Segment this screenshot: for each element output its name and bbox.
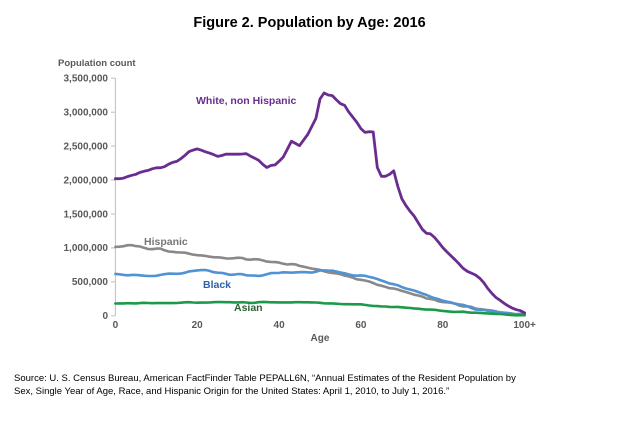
svg-text:20: 20 [192, 320, 204, 331]
svg-text:1,000,000: 1,000,000 [64, 243, 109, 254]
svg-text:2,000,000: 2,000,000 [64, 175, 109, 186]
svg-text:1,500,000: 1,500,000 [64, 209, 109, 220]
svg-text:Asian: Asian [234, 302, 263, 314]
svg-text:3,500,000: 3,500,000 [64, 74, 109, 85]
svg-text:0: 0 [113, 320, 119, 331]
svg-text:Black: Black [203, 279, 231, 291]
svg-text:2,500,000: 2,500,000 [64, 141, 109, 152]
svg-text:Hispanic: Hispanic [144, 236, 188, 248]
svg-text:Age: Age [311, 333, 330, 344]
svg-text:0: 0 [102, 311, 108, 322]
svg-text:Population count: Population count [58, 58, 136, 69]
svg-text:500,000: 500,000 [72, 277, 109, 288]
svg-text:3,000,000: 3,000,000 [64, 108, 109, 119]
svg-text:60: 60 [355, 320, 367, 331]
svg-text:White, non Hispanic: White, non Hispanic [196, 95, 296, 107]
svg-text:100+: 100+ [513, 320, 536, 331]
svg-text:40: 40 [274, 320, 286, 331]
svg-text:80: 80 [437, 320, 449, 331]
